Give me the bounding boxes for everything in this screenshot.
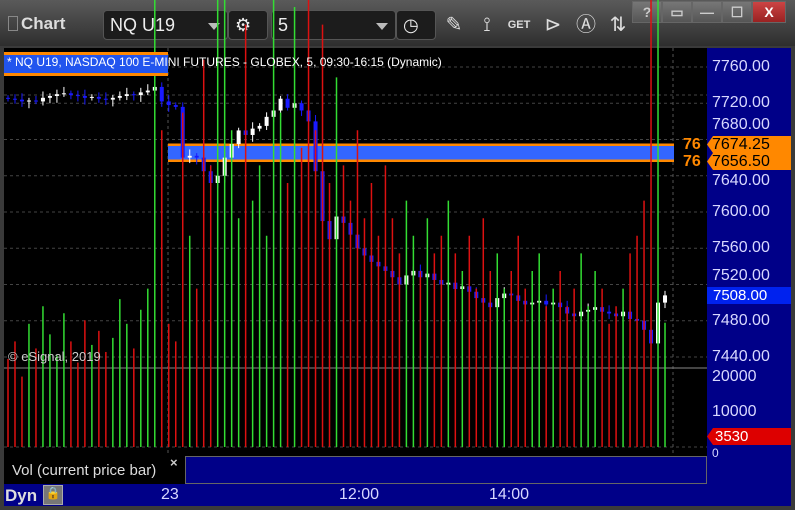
mode-label: Dyn (5, 486, 38, 505)
symbol-dropdown[interactable]: NQ U19 (103, 10, 228, 40)
candle-body (6, 97, 10, 99)
level-high-tag: 76 (683, 136, 701, 153)
chevron-down-icon (208, 23, 220, 30)
study-label-box (4, 456, 184, 484)
price-label: 7520.00 (712, 267, 770, 284)
update-icon[interactable]: ⇅ (609, 14, 627, 36)
candle-body (19, 99, 24, 102)
candle-body (26, 100, 31, 102)
clock-icon: ◷ (403, 15, 419, 35)
candle-body (54, 94, 59, 96)
level-band (168, 144, 674, 161)
candle-body (257, 125, 262, 129)
maximize-button[interactable]: ☐ (722, 1, 752, 23)
level-low-tag: 76 (683, 153, 701, 170)
close-button[interactable]: X (752, 1, 786, 23)
candle-body (103, 98, 108, 100)
candle-body (131, 94, 136, 96)
candle-body (96, 96, 101, 99)
candle-body (145, 90, 150, 93)
candle-body (278, 98, 283, 111)
candle-body (544, 300, 549, 305)
settings-button[interactable]: ⚙ (228, 10, 268, 40)
close-study-icon[interactable]: × (170, 455, 178, 470)
lock-icon[interactable]: 🔒 (43, 485, 63, 505)
candle-body (138, 92, 143, 96)
candle-body (124, 94, 129, 96)
time-button[interactable]: ◷ (396, 10, 436, 40)
candle-body (159, 86, 164, 102)
candle-body (40, 97, 45, 102)
candle-body (33, 100, 38, 102)
play-icon[interactable]: ⊳ (544, 14, 562, 36)
study-panel (185, 456, 707, 484)
candle-body (663, 295, 668, 303)
price-label: 7600.00 (712, 203, 770, 220)
candle-body (117, 96, 122, 98)
pencil-icon[interactable]: ✎ (445, 14, 463, 36)
price-label: 7680.00 (712, 116, 770, 133)
time-label: 23 (161, 486, 179, 503)
candle-body (173, 105, 178, 107)
candle-body (299, 103, 304, 111)
candle-body (607, 311, 612, 314)
candle-body (285, 98, 290, 108)
chart-legend: * NQ U19, NASDAQ 100 E-MINI FUTURES - GL… (7, 55, 442, 69)
level-low-price: 7656.50 (707, 153, 791, 170)
price-label: 7440.00 (712, 348, 770, 365)
chart-area[interactable] (4, 48, 791, 484)
legend-box (4, 52, 168, 76)
candle-body (47, 96, 52, 98)
gear-icon: ⚙ (235, 15, 252, 35)
interval-value: 5 (278, 15, 289, 35)
copyright: © eSignal, 2019 (8, 349, 101, 364)
candle-body (89, 96, 94, 98)
candle-body (61, 93, 66, 95)
app-title: Chart (8, 14, 65, 34)
candle-body (75, 95, 80, 97)
last-price-marker: 7508.00 (707, 287, 791, 304)
restore-button[interactable]: ▭ (662, 1, 692, 23)
candle-body (194, 155, 199, 158)
candle-body (166, 101, 171, 106)
price-label: 7720.00 (712, 94, 770, 111)
symbol-value: NQ U19 (110, 15, 176, 35)
volume-label: 10000 (712, 403, 757, 420)
price-axis[interactable] (707, 48, 791, 484)
time-axis[interactable] (4, 484, 791, 506)
candle-body (110, 97, 115, 100)
title-bar: Chart NQ U19 ⚙ 5 ◷ ✎ ⟟ GET ⊳ Ⓐ ⇅ ? ▭ — ☐… (0, 0, 795, 46)
level-high-price: 7674.25 (707, 136, 791, 153)
interval-dropdown[interactable]: 5 (271, 10, 396, 40)
study-icon[interactable]: ⟟ (483, 14, 491, 36)
volume-label: 20000 (712, 368, 757, 385)
price-label: 7760.00 (712, 58, 770, 75)
a-icon[interactable]: Ⓐ (576, 14, 596, 36)
help-button[interactable]: ? (632, 1, 662, 23)
price-label: 7480.00 (712, 312, 770, 329)
time-label: 12:00 (339, 486, 380, 503)
candle-body (82, 96, 87, 98)
price-label: 7560.00 (712, 239, 770, 256)
candle-body (12, 98, 17, 100)
get-icon[interactable]: GET (507, 19, 531, 31)
grip-icon[interactable] (8, 16, 18, 31)
candle-body (187, 155, 192, 158)
chevron-down-icon (376, 23, 388, 30)
price-label: 7640.00 (712, 172, 770, 189)
candle-body (264, 116, 269, 126)
candle-body (236, 130, 241, 145)
volume-last-marker: 3530 (707, 428, 791, 445)
candle-body (68, 93, 73, 96)
minimize-button[interactable]: — (692, 1, 722, 23)
candle-body (250, 128, 255, 135)
volume-label: 0 (712, 446, 719, 460)
window-title: Chart (21, 14, 66, 33)
time-label: 14:00 (489, 486, 530, 503)
study-title: Vol (current price bar) (12, 462, 157, 479)
